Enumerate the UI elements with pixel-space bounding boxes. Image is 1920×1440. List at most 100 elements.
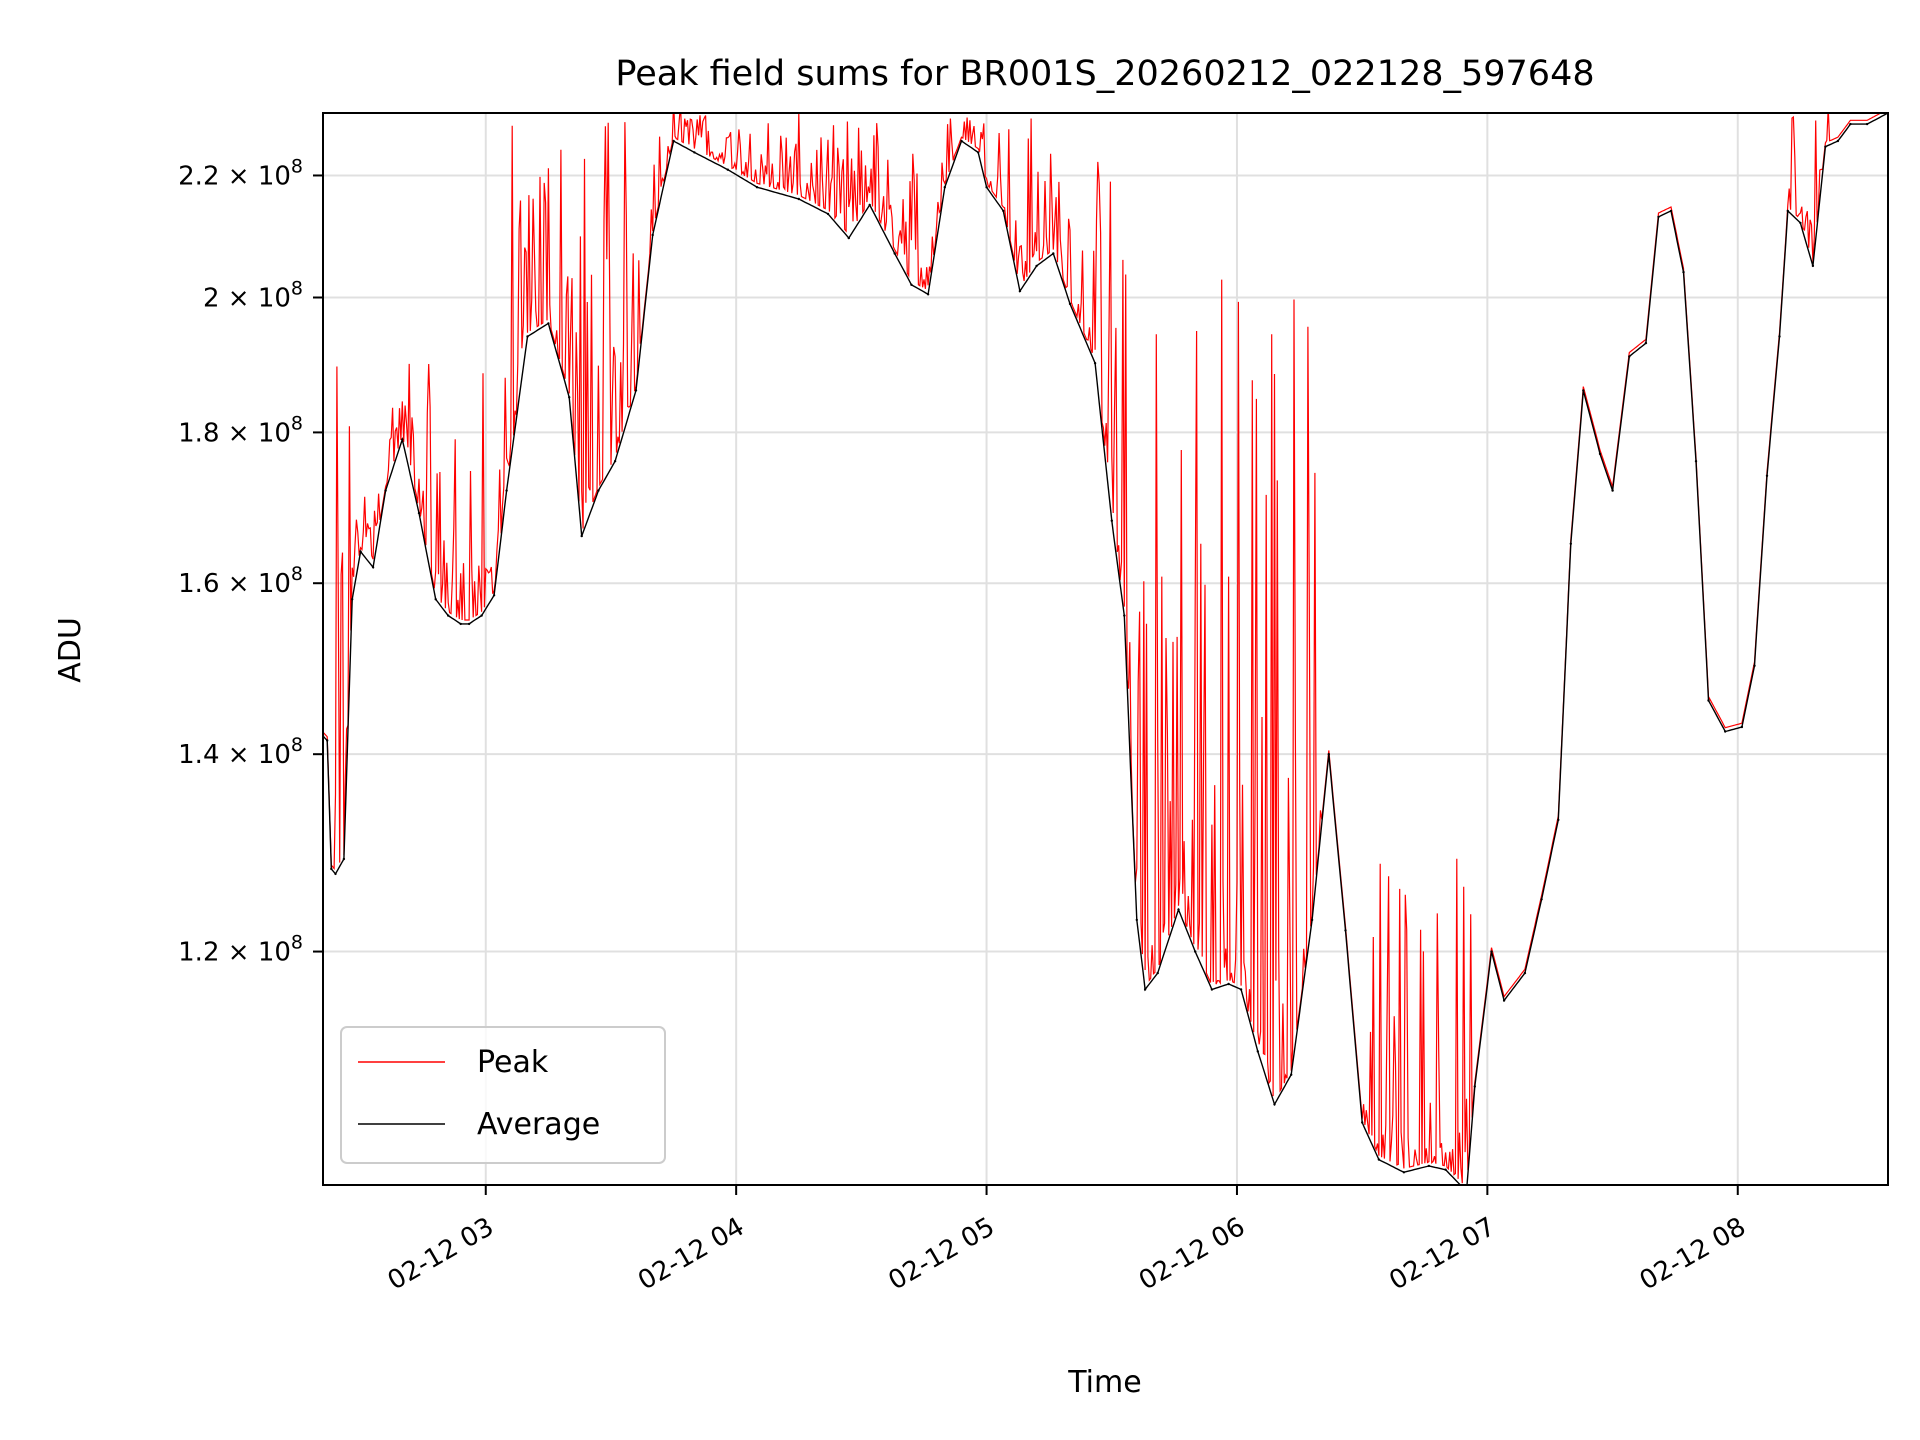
y-tick-label: 1.6 × 108 (178, 563, 303, 599)
average-point (1290, 1073, 1293, 1076)
average-point (1227, 982, 1230, 986)
average-point (634, 389, 638, 392)
average-point (1799, 221, 1802, 225)
average-point (868, 203, 871, 207)
average-point (417, 511, 421, 515)
average-point (1327, 753, 1331, 756)
average-point (651, 233, 654, 237)
y-tick-mantissa: 2.2 (178, 161, 219, 191)
average-point (1724, 730, 1727, 733)
average-point (1811, 264, 1815, 268)
average-point (371, 566, 375, 569)
average-point (434, 598, 437, 601)
average-point (910, 283, 913, 286)
average-point (1143, 988, 1147, 991)
y-tick-mantissa: 1.4 (178, 740, 219, 770)
average-point (1402, 1171, 1406, 1174)
average-point (1707, 699, 1710, 702)
y-tick-exponent: 8 (291, 412, 303, 434)
average-point (1156, 971, 1159, 975)
y-tick-label: 1.8 × 108 (178, 412, 303, 448)
y-tick-label: 2 × 108 (203, 278, 303, 314)
average-point (926, 293, 930, 296)
average-point (1682, 270, 1685, 274)
average-point (893, 252, 896, 255)
y-tick-mantissa: 2 (203, 284, 220, 314)
y-tick-exponent: 8 (291, 278, 303, 300)
average-point (1644, 341, 1648, 345)
average-point (1849, 122, 1852, 126)
legend-average-label: Average (477, 1107, 600, 1142)
y-tick-mantissa: 1.6 (178, 569, 219, 599)
plot-frame (322, 112, 1889, 1186)
average-point (1694, 460, 1698, 463)
average-point (1135, 918, 1139, 922)
average-point (1177, 908, 1180, 911)
legend-box (340, 1026, 666, 1164)
average-point (492, 594, 496, 597)
average-point (1836, 139, 1840, 143)
y-axis-label: ADU (53, 617, 88, 683)
average-point (447, 614, 450, 617)
average-point (1557, 818, 1560, 822)
average-point (330, 867, 333, 871)
average-point (1473, 1085, 1477, 1088)
average-point (1123, 614, 1126, 617)
average-point (1786, 209, 1790, 213)
average-point (480, 614, 483, 617)
average-point (1523, 971, 1527, 975)
average-point (672, 139, 675, 143)
average-point (1344, 929, 1347, 932)
average-point (1628, 355, 1631, 358)
average-point (1669, 209, 1673, 213)
average-point (1256, 1050, 1260, 1053)
average-point (1093, 362, 1097, 365)
average-point (1273, 1103, 1276, 1106)
average-point (1569, 542, 1573, 545)
average-point (1035, 264, 1038, 268)
average-point (1824, 145, 1827, 148)
average-point (1611, 489, 1614, 492)
y-tick-mantissa: 1.2 (178, 938, 219, 968)
average-point (1778, 335, 1781, 338)
average-point (505, 489, 508, 492)
average-point (1582, 389, 1585, 392)
chart-title: Peak field sums for BR001S_20260212_0221… (615, 54, 1594, 94)
y-tick-exponent: 8 (291, 563, 303, 585)
average-point (1002, 209, 1005, 213)
average-point (1377, 1158, 1381, 1161)
average-point (1068, 302, 1072, 306)
average-point (797, 197, 800, 201)
average-point (1490, 950, 1493, 953)
y-tick-label: 2.2 × 108 (178, 155, 303, 191)
average-point (847, 236, 850, 240)
average-point (342, 857, 346, 861)
average-point (1657, 215, 1660, 219)
average-point (613, 460, 617, 463)
average-point (334, 872, 337, 876)
average-point (1110, 519, 1114, 522)
average-point (1502, 999, 1506, 1002)
average-point (1540, 898, 1543, 901)
y-tick-mantissa: 1.8 (178, 418, 219, 448)
series-average-line (323, 113, 1888, 1185)
average-point (1018, 289, 1022, 293)
average-point (467, 622, 471, 626)
average-point (1310, 918, 1314, 922)
y-tick-label: 1.2 × 108 (178, 932, 303, 968)
average-point (1753, 664, 1756, 667)
average-point (1052, 252, 1055, 255)
average-point (1194, 950, 1197, 953)
average-point (1598, 452, 1602, 456)
legend-peak-label: Peak (477, 1045, 549, 1080)
average-point (977, 151, 980, 154)
average-point (568, 396, 571, 399)
average-point (526, 335, 529, 338)
average-point (755, 186, 759, 189)
x-axis-label: Time (1067, 1365, 1141, 1400)
average-point (1361, 1121, 1364, 1124)
average-point (1427, 1164, 1431, 1168)
average-point (1444, 1168, 1447, 1171)
